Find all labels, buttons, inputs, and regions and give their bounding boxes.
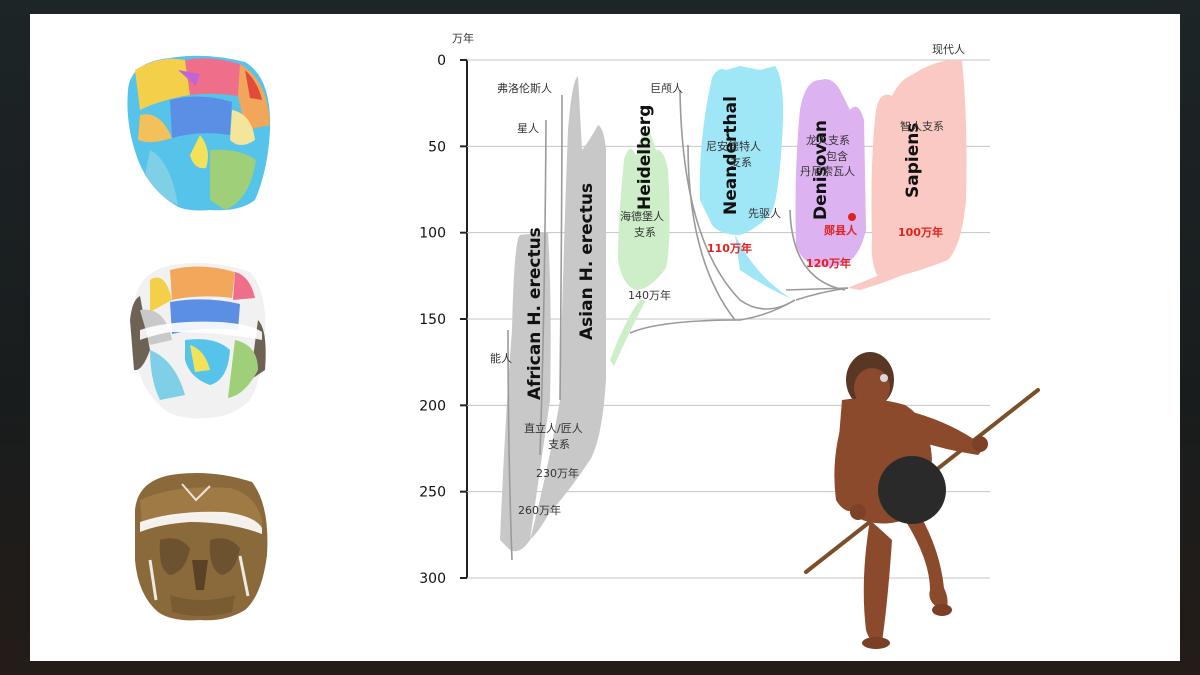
label-naledi: 星人	[517, 122, 539, 135]
clade-shape-denisovan	[795, 79, 866, 267]
clade-title-denisovan: Denisovan	[811, 120, 831, 220]
label-habilis: 能人	[490, 351, 512, 365]
clade-title-african-erectus: African H. erectus	[525, 227, 545, 400]
skull-reconstruction-partial-icon	[130, 263, 266, 419]
yunxian-marker	[848, 213, 856, 221]
clade-shape-asian-erectus	[530, 76, 606, 540]
label-age-100: 100万年	[898, 225, 943, 239]
clade-shape-sapiens	[871, 60, 967, 280]
axis-unit: 万年	[452, 31, 474, 45]
tick-label-0: 0	[437, 53, 446, 69]
label-dragon-line2: 包含	[826, 149, 848, 163]
tick-label-150: 150	[419, 312, 446, 328]
label-floresiensis: 弗洛伦斯人	[497, 81, 552, 95]
label-modern: 现代人	[932, 43, 965, 56]
clade-shape-african-erectus	[500, 232, 551, 552]
label-age-120: 120万年	[806, 256, 851, 270]
label-erectus-branch: 直立人/匠人	[524, 421, 583, 435]
clade-title-heidelberg: Heidelberg	[635, 105, 655, 210]
clade-title-sapiens: Sapiens	[903, 123, 923, 198]
tick-label-100: 100	[419, 226, 446, 242]
censor-circle	[878, 456, 946, 524]
label-neanderthal-branch-word: 支系	[730, 156, 752, 169]
label-yunxian: 郧县人	[824, 223, 858, 237]
label-age-140: 140万年	[628, 288, 671, 302]
lineage-lines	[507, 89, 849, 561]
skull-reconstruction-colored-icon	[127, 55, 271, 211]
tick-label-250: 250	[419, 485, 446, 501]
tick-label-300: 300	[419, 571, 446, 587]
label-heidelberg-branch: 海德堡人	[620, 209, 664, 223]
clade-title-asian-erectus: Asian H. erectus	[577, 183, 597, 340]
label-longi: 巨颅人	[650, 82, 683, 95]
clade-shape-heidelberg	[618, 129, 670, 290]
tick-label-50: 50	[428, 139, 446, 155]
label-sapiens-branch: 智人支系	[900, 119, 944, 133]
hominin-figure-with-spear-icon	[804, 352, 1040, 649]
clade-shape-neanderthal	[699, 66, 784, 235]
label-erectus-branch-word: 支系	[548, 438, 570, 451]
label-neanderthal-branch: 尼安德特人	[706, 139, 761, 153]
clade-title-neanderthal: Neanderthal	[721, 96, 741, 215]
label-antecessor: 先驱人	[748, 207, 781, 220]
label-dragon-line1: 龙人支系	[806, 134, 850, 147]
tick-label-200: 200	[419, 398, 446, 414]
label-heidelberg-branch-word: 支系	[634, 226, 656, 239]
label-age-110: 110万年	[707, 241, 752, 255]
skull-fossil-icon	[135, 473, 268, 621]
label-dragon-line3: 丹尼索瓦人	[800, 164, 855, 178]
label-age-230: 230万年	[536, 466, 579, 480]
label-age-260: 260万年	[518, 503, 561, 517]
